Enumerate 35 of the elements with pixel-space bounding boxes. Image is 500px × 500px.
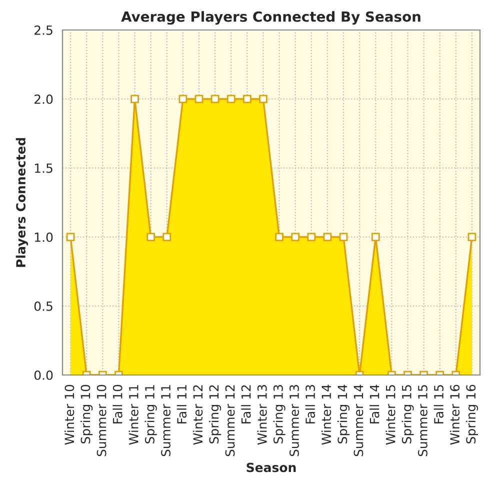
x-tick-label: Summer 14	[354, 384, 364, 456]
x-tick-label: Summer 15	[418, 385, 428, 456]
x-tick-label: Summer 12	[225, 385, 235, 456]
x-tick-label: Fall 12	[241, 385, 251, 424]
x-tick-label: Winter 14	[321, 384, 332, 445]
x-tick-label: Spring 10	[80, 384, 93, 444]
x-tick-label: Winter 11	[128, 385, 138, 445]
x-tick-label: Winter 16	[450, 384, 460, 445]
x-tick-label: Summer 10	[96, 384, 106, 456]
x-tick-label: Winter 13	[257, 385, 267, 445]
y-tick-label: 2.5	[34, 25, 52, 35]
x-tick-label: Winter 15	[386, 385, 396, 445]
y-tick-label: 1.0	[34, 232, 53, 242]
x-tick-label: Fall 13	[305, 385, 316, 424]
y-tick-label: 0.5	[34, 301, 52, 311]
x-tick-label: Spring 13	[273, 385, 286, 444]
x-tick-label: Winter 10	[64, 384, 74, 445]
x-tick-label: Winter 12	[192, 385, 203, 445]
chart-title: Average Players Connected By Season	[121, 11, 420, 25]
x-tick-label: Spring 11	[144, 385, 157, 444]
x-tick-label: Fall 14	[370, 384, 380, 424]
y-axis-title: Players Connected	[16, 138, 28, 267]
x-tick-label: Fall 10	[112, 384, 122, 424]
x-tick-label: Fall 15	[434, 385, 444, 424]
x-tick-label: Spring 14	[337, 384, 350, 444]
x-tick-label: Spring 12	[209, 385, 222, 444]
y-tick-label: 1.5	[34, 164, 52, 173]
x-tick-label: Summer 11	[161, 385, 170, 456]
y-tick-label: 2.0	[34, 94, 53, 104]
y-tick-label: 0.0	[34, 370, 53, 380]
x-tick-label: Spring 15	[402, 385, 414, 444]
x-tick-label: Summer 13	[290, 385, 299, 456]
x-axis-title: Season	[246, 462, 296, 472]
x-tick-label: Spring 16	[466, 384, 478, 444]
x-tick-label: Fall 11	[176, 385, 187, 424]
